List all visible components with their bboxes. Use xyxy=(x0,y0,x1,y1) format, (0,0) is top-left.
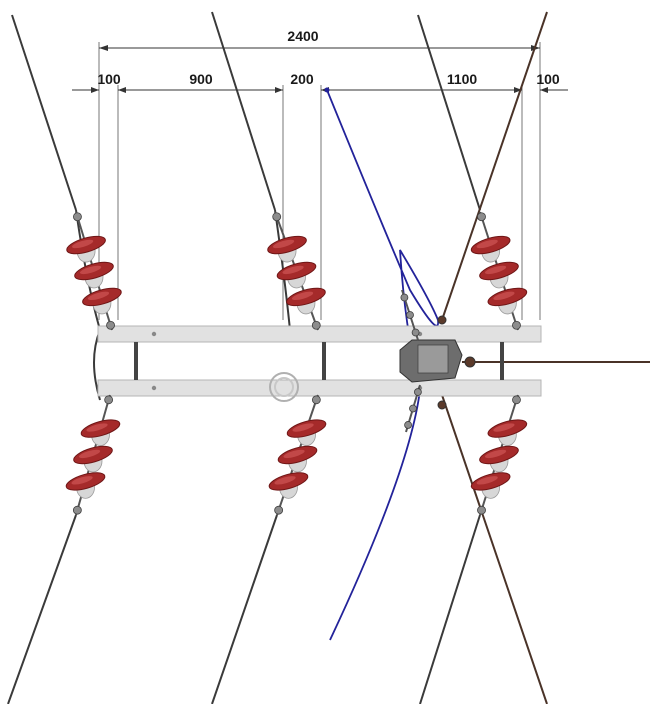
dimension-lines xyxy=(72,42,568,320)
conductors xyxy=(7,11,650,704)
dim-900-label: 900 xyxy=(189,71,213,87)
insulator-strings xyxy=(65,211,528,516)
dim-100-left-label: 100 xyxy=(97,71,121,87)
spacer-2 xyxy=(322,342,326,380)
dim-200-label: 200 xyxy=(290,71,314,87)
upper-beam xyxy=(97,325,542,343)
insulator-right-upper xyxy=(470,211,528,331)
insulator-junction-upper xyxy=(400,289,420,341)
spacer-1 xyxy=(134,342,138,380)
spacer-3 xyxy=(500,342,504,380)
insulator-mid-lower xyxy=(268,394,327,516)
insulator-left-lower xyxy=(65,394,121,516)
dim-100-right-label: 100 xyxy=(536,71,560,87)
jumper-cable xyxy=(326,89,439,641)
dim-1100-label: 1100 xyxy=(447,71,478,87)
insulator-left-upper xyxy=(66,211,122,331)
crossarm xyxy=(97,315,542,410)
lower-beam xyxy=(97,379,542,397)
insulator-right-lower xyxy=(470,394,528,516)
pole-clamp xyxy=(269,372,299,402)
dim-total-label: 2400 xyxy=(287,28,318,44)
insulator-mid-upper xyxy=(267,211,326,331)
insulator-junction-lower xyxy=(404,384,422,433)
